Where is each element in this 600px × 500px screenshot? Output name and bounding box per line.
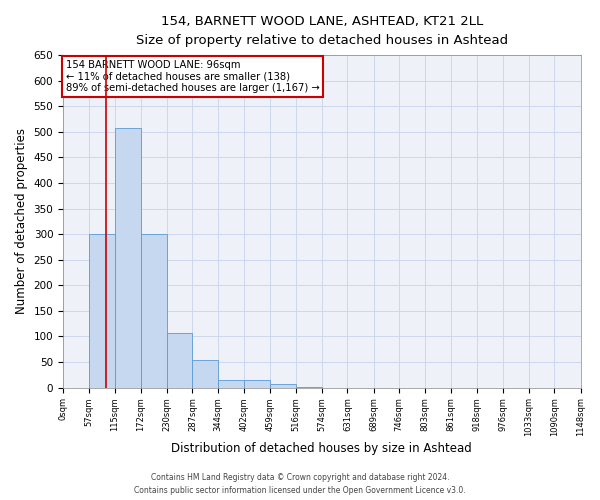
- Bar: [244, 380, 270, 388]
- Bar: [140, 234, 167, 388]
- Bar: [89, 234, 115, 388]
- Text: 154 BARNETT WOOD LANE: 96sqm
← 11% of detached houses are smaller (138)
89% of s: 154 BARNETT WOOD LANE: 96sqm ← 11% of de…: [65, 60, 319, 94]
- Bar: [167, 333, 193, 388]
- Bar: [218, 380, 244, 388]
- Bar: [193, 360, 218, 388]
- Bar: [115, 128, 140, 388]
- Title: 154, BARNETT WOOD LANE, ASHTEAD, KT21 2LL
Size of property relative to detached : 154, BARNETT WOOD LANE, ASHTEAD, KT21 2L…: [136, 15, 508, 47]
- X-axis label: Distribution of detached houses by size in Ashtead: Distribution of detached houses by size …: [172, 442, 472, 455]
- Y-axis label: Number of detached properties: Number of detached properties: [15, 128, 28, 314]
- Text: Contains HM Land Registry data © Crown copyright and database right 2024.
Contai: Contains HM Land Registry data © Crown c…: [134, 474, 466, 495]
- Bar: [296, 386, 322, 388]
- Bar: [270, 384, 296, 388]
